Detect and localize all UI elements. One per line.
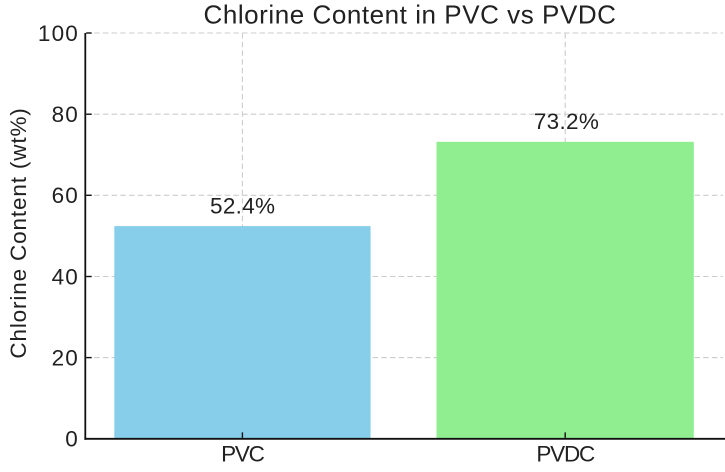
svg-text:52.4%: 52.4% <box>210 193 275 218</box>
svg-text:100: 100 <box>38 21 79 46</box>
svg-text:Chlorine Content in PVC vs PVD: Chlorine Content in PVC vs PVDC <box>204 0 617 30</box>
svg-text:40: 40 <box>52 264 79 289</box>
svg-text:Chlorine Content (wt%): Chlorine Content (wt%) <box>6 107 31 358</box>
svg-text:60: 60 <box>52 183 79 208</box>
svg-text:PVC: PVC <box>221 442 265 467</box>
svg-text:PVDC: PVDC <box>536 442 595 467</box>
svg-text:0: 0 <box>65 427 79 452</box>
svg-text:20: 20 <box>52 346 79 371</box>
svg-text:73.2%: 73.2% <box>534 109 599 134</box>
svg-text:80: 80 <box>52 102 79 127</box>
